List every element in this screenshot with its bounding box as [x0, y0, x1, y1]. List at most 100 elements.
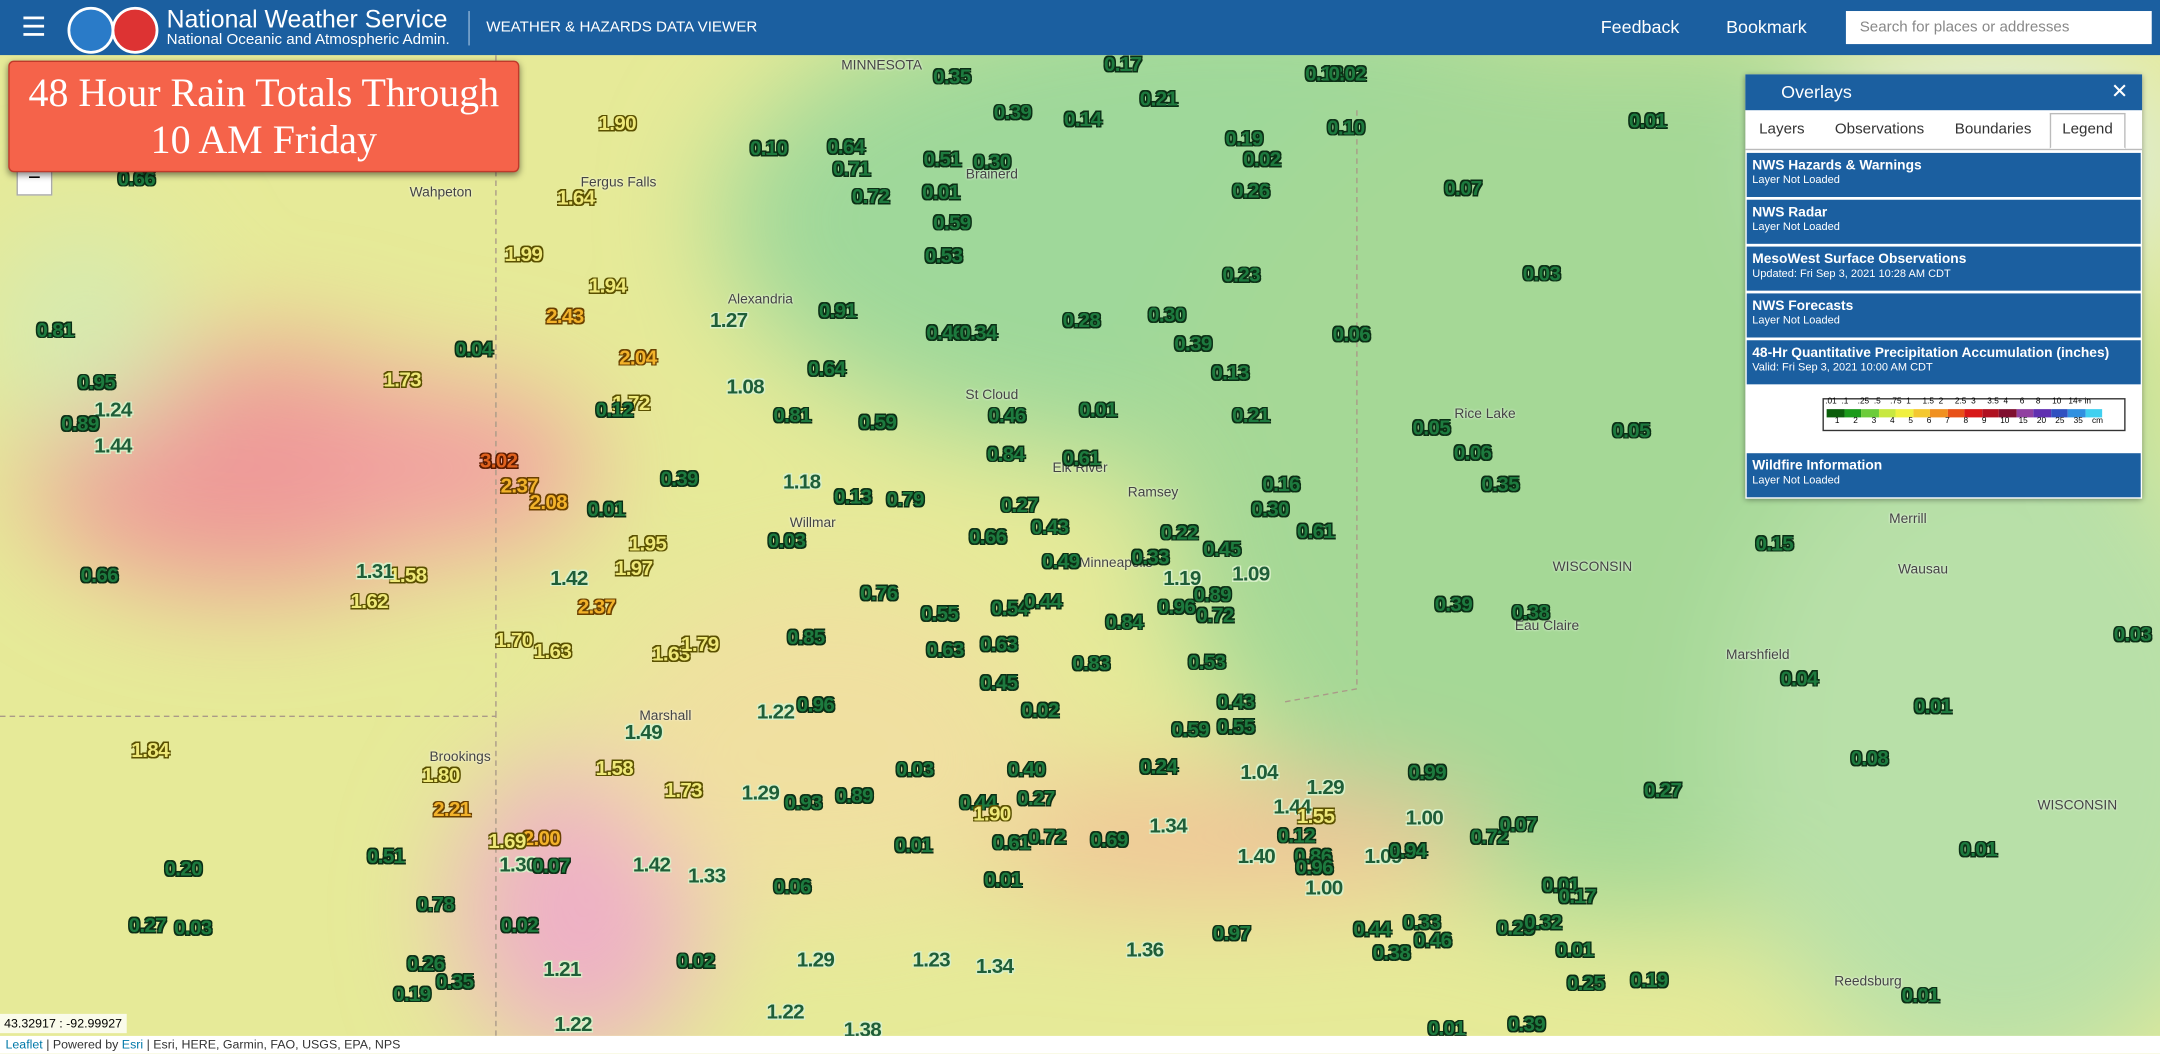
legend-swatch: [1981, 409, 1999, 418]
rain-total: 0.46: [1413, 929, 1452, 953]
coordinates: 43.32917 : -92.99927: [0, 1013, 127, 1034]
layer-name: NWS Radar: [1752, 205, 1828, 221]
layer-item[interactable]: NWS Forecasts Layer Not Loaded: [1746, 293, 2141, 338]
place-label: Minneapolis: [1079, 555, 1153, 571]
attribution-text: Esri, HERE, Garmin, FAO, USGS, EPA, NPS: [153, 1037, 401, 1052]
layer-item[interactable]: MesoWest Surface Observations Updated: Fr…: [1746, 246, 2141, 291]
rain-total: 0.81: [773, 404, 811, 428]
legend-label: .5: [1873, 398, 1881, 407]
place-label: WISCONSIN: [2037, 798, 2118, 814]
title-line: 10 AM Friday: [150, 118, 377, 163]
legend-label: 6: [1926, 417, 1932, 426]
rain-total: 0.01: [1079, 398, 1117, 423]
layer-item[interactable]: Wildfire Information Layer Not Loaded: [1746, 453, 2141, 498]
rain-total: 1.21: [543, 958, 581, 982]
rain-total: 0.63: [926, 638, 964, 662]
tab[interactable]: Layers: [1759, 121, 1805, 138]
rain-total: 0.72: [1196, 604, 1234, 628]
place-label: Alexandria: [727, 292, 793, 308]
layer-item[interactable]: 48-Hr Quantitative Precipitation Accumul…: [1746, 340, 2141, 385]
menu-button[interactable]: [23, 16, 45, 36]
rain-total: 0.30: [1148, 303, 1186, 328]
rain-total: 0.27: [1000, 493, 1039, 518]
rain-total: 0.17: [1103, 53, 1142, 77]
tab[interactable]: Boundaries: [1954, 121, 2032, 138]
legend-label: 4: [2003, 398, 2009, 407]
precip-legend: .01 .1 .25.5 .75 1 1.5 2 2.5 3 3.5 4 6 8 10 14+ in 1 2 3 4 5…: [1745, 387, 2142, 450]
rain-total: 1.58: [595, 756, 634, 781]
map-title: 48 Hour Rain Totals Through 10 AM Friday: [8, 60, 520, 173]
rain-total: 0.03: [895, 758, 934, 782]
rain-total: 1.55: [1296, 805, 1335, 829]
tab[interactable]: Legend: [2049, 112, 2126, 149]
rain-total: 1.23: [912, 948, 950, 972]
rain-total: 0.27: [128, 914, 167, 938]
rain-total: 1.22: [554, 1013, 592, 1037]
esri-link[interactable]: Esri: [121, 1037, 144, 1052]
search-box[interactable]: Search for places or addresses: [1845, 11, 2152, 45]
layer-name: Wildfire Information: [1752, 458, 1883, 474]
rain-total: 0.27: [1643, 779, 1682, 803]
layer-status: Valid: Fri Sep 3, 2021 10:00 AM CDT: [1752, 360, 1933, 374]
legend-label: 8: [2035, 398, 2041, 407]
rain-total: 0.07: [532, 854, 570, 879]
bookmark-button[interactable]: Bookmark: [1726, 16, 1807, 38]
rain-total: 0.01: [587, 497, 625, 522]
legend-label: cm: [2092, 417, 2104, 426]
legend-label: .01: [1825, 398, 1837, 407]
rain-total: 1.49: [624, 721, 663, 745]
rain-total: 1.80: [422, 763, 460, 788]
leaflet-link[interactable]: Leaflet: [5, 1037, 43, 1052]
rain-total: 0.10: [749, 137, 788, 161]
rain-total: 0.13: [1211, 361, 1249, 386]
rain-total: 1.09: [1232, 562, 1270, 587]
place-label: Ramsey: [1127, 485, 1179, 501]
place-label: Wausau: [1898, 562, 1949, 578]
overlays-panel: Overlays ✕ Layers Observations Boundaries Le…: [1745, 74, 2143, 499]
rain-total: 1.31: [355, 559, 394, 584]
rain-total: 0.53: [1187, 650, 1226, 675]
rain-total: 1.09: [1364, 845, 1402, 869]
rain-total: 1.42: [632, 853, 671, 877]
place-label: Rice Lake: [1454, 407, 1516, 423]
rain-total: 0.38: [1511, 601, 1550, 625]
rain-total: 0.01: [1913, 694, 1952, 719]
rain-total: 2.21: [433, 798, 471, 822]
close-button[interactable]: ✕: [2110, 79, 2129, 104]
rain-total: 0.93: [784, 791, 822, 815]
place-label: Marshfield: [1725, 648, 1790, 664]
layer-status: Layer Not Loaded: [1752, 314, 1840, 327]
feedback-button[interactable]: Feedback: [1600, 16, 1680, 38]
rain-total: 0.53: [924, 244, 963, 268]
tab[interactable]: Observations: [1834, 121, 1925, 138]
rain-total: 0.66: [117, 167, 156, 191]
rain-total: 0.25: [1496, 916, 1535, 941]
legend-swatch: [1947, 409, 1965, 418]
divider: [468, 11, 470, 46]
rain-total: 0.44: [959, 791, 997, 815]
rain-total: 0.39: [660, 467, 698, 492]
powered-by: Powered by: [52, 1037, 119, 1052]
rain-total: 0.02: [500, 914, 539, 938]
rain-total: 1.90: [598, 112, 636, 136]
tabs: Layers Observations Boundaries Legend: [1745, 110, 2143, 151]
place-label: MINNESOTA: [841, 58, 923, 74]
rain-total: 0.30: [1251, 497, 1289, 522]
rain-total: 0.19: [1225, 127, 1263, 151]
rain-total: 0.59: [1171, 718, 1209, 742]
rain-total: 0.07: [1499, 813, 1537, 837]
rain-total: 0.76: [860, 582, 898, 606]
rain-total: 0.04: [455, 338, 493, 362]
layer-status: Updated: Fri Sep 3, 2021 10:28 AM CDT: [1752, 267, 1951, 280]
rain-total: 0.06: [1453, 441, 1492, 465]
rain-total: 0.61: [1062, 447, 1101, 471]
legend-swatch: [1964, 409, 1982, 418]
rain-total: 1.70: [495, 628, 533, 653]
place-label: Wahpeton: [409, 185, 472, 201]
legend-label: 3: [1871, 417, 1877, 426]
layer-item[interactable]: NWS Hazards & Warnings Layer Not Loaded: [1746, 152, 2141, 197]
rain-total: 3.02: [479, 449, 518, 474]
rain-total: 0.89: [1193, 583, 1232, 607]
rain-total: 0.94: [1389, 839, 1427, 864]
layer-item[interactable]: NWS Radar Layer Not Loaded: [1746, 199, 2141, 244]
